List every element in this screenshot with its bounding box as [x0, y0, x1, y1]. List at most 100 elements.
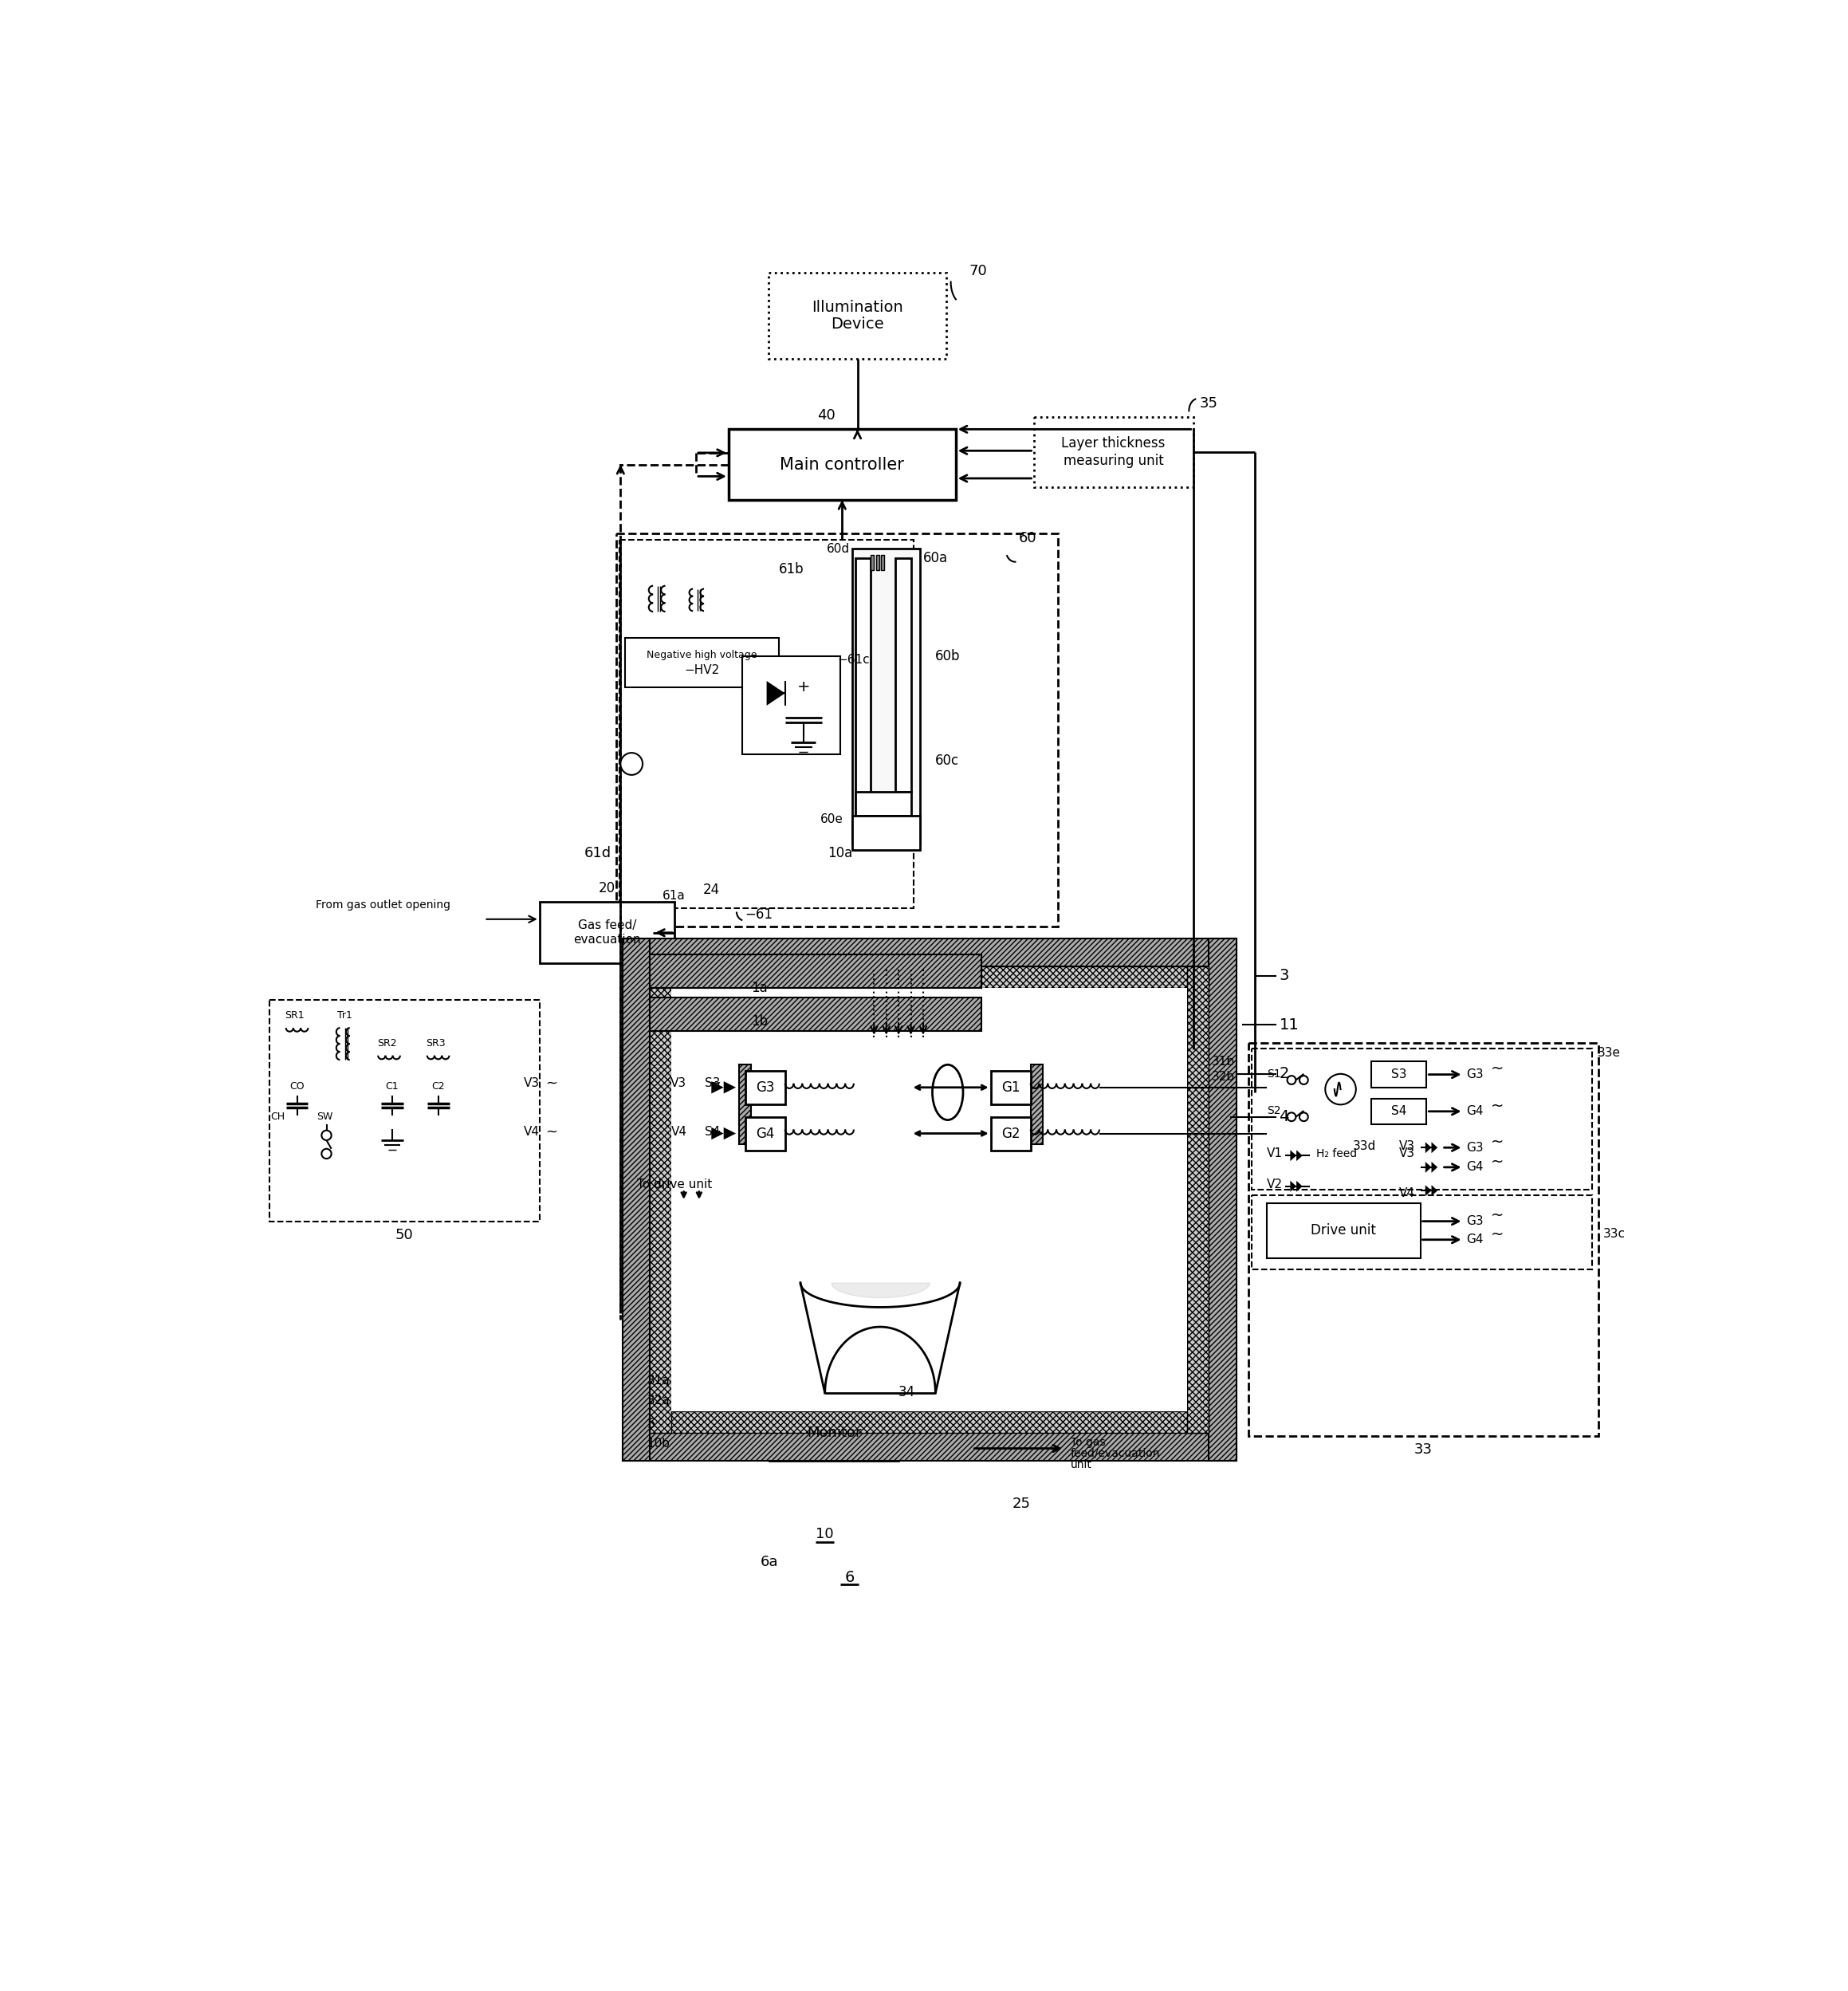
Circle shape: [322, 1131, 331, 1141]
Bar: [1371, 1099, 1427, 1125]
Text: 25: 25: [1013, 1497, 1031, 1511]
Circle shape: [1325, 1073, 1356, 1105]
Text: 6a: 6a: [761, 1555, 778, 1569]
Bar: [1033, 416, 1194, 488]
Text: 5: 5: [647, 1418, 656, 1432]
Text: ~: ~: [1491, 1209, 1504, 1222]
Text: measuring unit: measuring unit: [1063, 454, 1164, 468]
Text: 34: 34: [898, 1386, 915, 1400]
Text: Device: Device: [832, 317, 883, 332]
Text: 35: 35: [1199, 396, 1218, 410]
Text: 10a: 10a: [828, 846, 852, 860]
Text: G4: G4: [1467, 1105, 1484, 1117]
Text: Monitor: Monitor: [808, 1426, 861, 1439]
Bar: [870, 555, 874, 571]
Polygon shape: [724, 1081, 736, 1093]
Bar: [769, 273, 946, 358]
Text: Main controller: Main controller: [780, 456, 904, 472]
Text: S3: S3: [706, 1077, 721, 1089]
Polygon shape: [1425, 1143, 1432, 1153]
Text: 70: 70: [968, 263, 987, 279]
Text: 11: 11: [1279, 1017, 1299, 1033]
Text: 33c: 33c: [1604, 1228, 1626, 1240]
Bar: [881, 555, 883, 571]
Text: C2: C2: [432, 1081, 445, 1091]
Bar: [745, 1071, 785, 1105]
Text: ~: ~: [1491, 1135, 1504, 1149]
Text: V4: V4: [671, 1127, 687, 1139]
Text: 33d: 33d: [1353, 1141, 1377, 1153]
Bar: [852, 550, 920, 844]
Text: G1: G1: [1002, 1081, 1020, 1095]
Polygon shape: [1432, 1161, 1438, 1173]
Polygon shape: [1297, 1151, 1303, 1161]
Text: 10b: 10b: [647, 1438, 671, 1449]
Bar: [1209, 940, 1236, 1461]
Bar: [650, 954, 981, 988]
Bar: [852, 816, 920, 850]
Bar: [650, 966, 671, 1434]
Bar: [856, 557, 870, 816]
Text: 60e: 60e: [821, 812, 843, 824]
Text: 2: 2: [1279, 1067, 1290, 1081]
Text: 60: 60: [1018, 532, 1037, 546]
Bar: [623, 1434, 1236, 1461]
Polygon shape: [724, 1127, 736, 1139]
Bar: [1249, 1043, 1599, 1436]
Text: 60d: 60d: [826, 544, 850, 555]
Text: ~: ~: [545, 1075, 558, 1091]
Text: SW: SW: [316, 1111, 333, 1123]
Text: To drive unit: To drive unit: [638, 1179, 711, 1191]
Circle shape: [1288, 1113, 1295, 1121]
Bar: [270, 999, 540, 1220]
Text: 6: 6: [845, 1569, 854, 1585]
Bar: [671, 988, 1186, 1412]
Bar: [728, 430, 955, 500]
Bar: [540, 902, 675, 964]
Text: G3: G3: [1467, 1069, 1484, 1081]
Text: V1: V1: [1268, 1147, 1283, 1159]
Text: 33: 33: [1414, 1443, 1432, 1457]
Bar: [623, 940, 1236, 966]
Polygon shape: [767, 681, 785, 705]
Circle shape: [322, 1149, 331, 1159]
Text: 1b: 1b: [752, 1015, 769, 1029]
Text: V3: V3: [1399, 1141, 1416, 1153]
Bar: [991, 1117, 1031, 1151]
Bar: [856, 792, 911, 816]
Text: G3: G3: [1467, 1141, 1484, 1153]
Text: 40: 40: [817, 408, 835, 422]
Bar: [650, 966, 1209, 988]
Text: 61d: 61d: [584, 846, 612, 860]
Text: 60a: 60a: [924, 552, 948, 565]
Bar: [896, 557, 911, 792]
Text: ~: ~: [708, 1125, 721, 1139]
Bar: [1251, 1047, 1593, 1189]
Text: V3: V3: [1399, 1147, 1416, 1159]
Circle shape: [1288, 1075, 1295, 1085]
Text: 10: 10: [817, 1527, 833, 1541]
Text: feed/evacuation: feed/evacuation: [1070, 1447, 1161, 1459]
Text: ~: ~: [545, 1125, 558, 1139]
Bar: [745, 1117, 785, 1151]
Text: S1: S1: [1268, 1069, 1281, 1079]
Text: S2: S2: [1268, 1105, 1281, 1117]
Text: Drive unit: Drive unit: [1310, 1222, 1377, 1238]
Text: 3: 3: [1279, 968, 1290, 984]
Text: SR3: SR3: [425, 1037, 445, 1049]
Text: G4: G4: [1467, 1234, 1484, 1246]
Text: G3: G3: [1467, 1215, 1484, 1226]
Polygon shape: [1432, 1143, 1438, 1153]
Bar: [1251, 1195, 1593, 1268]
Bar: [650, 997, 981, 1031]
Bar: [623, 940, 650, 1461]
Text: 32b: 32b: [1212, 1071, 1234, 1083]
Bar: [1371, 1061, 1427, 1087]
Text: C1: C1: [386, 1081, 399, 1091]
Text: From gas outlet opening: From gas outlet opening: [316, 900, 451, 910]
Text: To gas: To gas: [1070, 1438, 1105, 1447]
Text: V2: V2: [1268, 1179, 1283, 1191]
Text: 61b: 61b: [778, 561, 804, 577]
Ellipse shape: [933, 1065, 963, 1121]
Circle shape: [1299, 1075, 1308, 1085]
